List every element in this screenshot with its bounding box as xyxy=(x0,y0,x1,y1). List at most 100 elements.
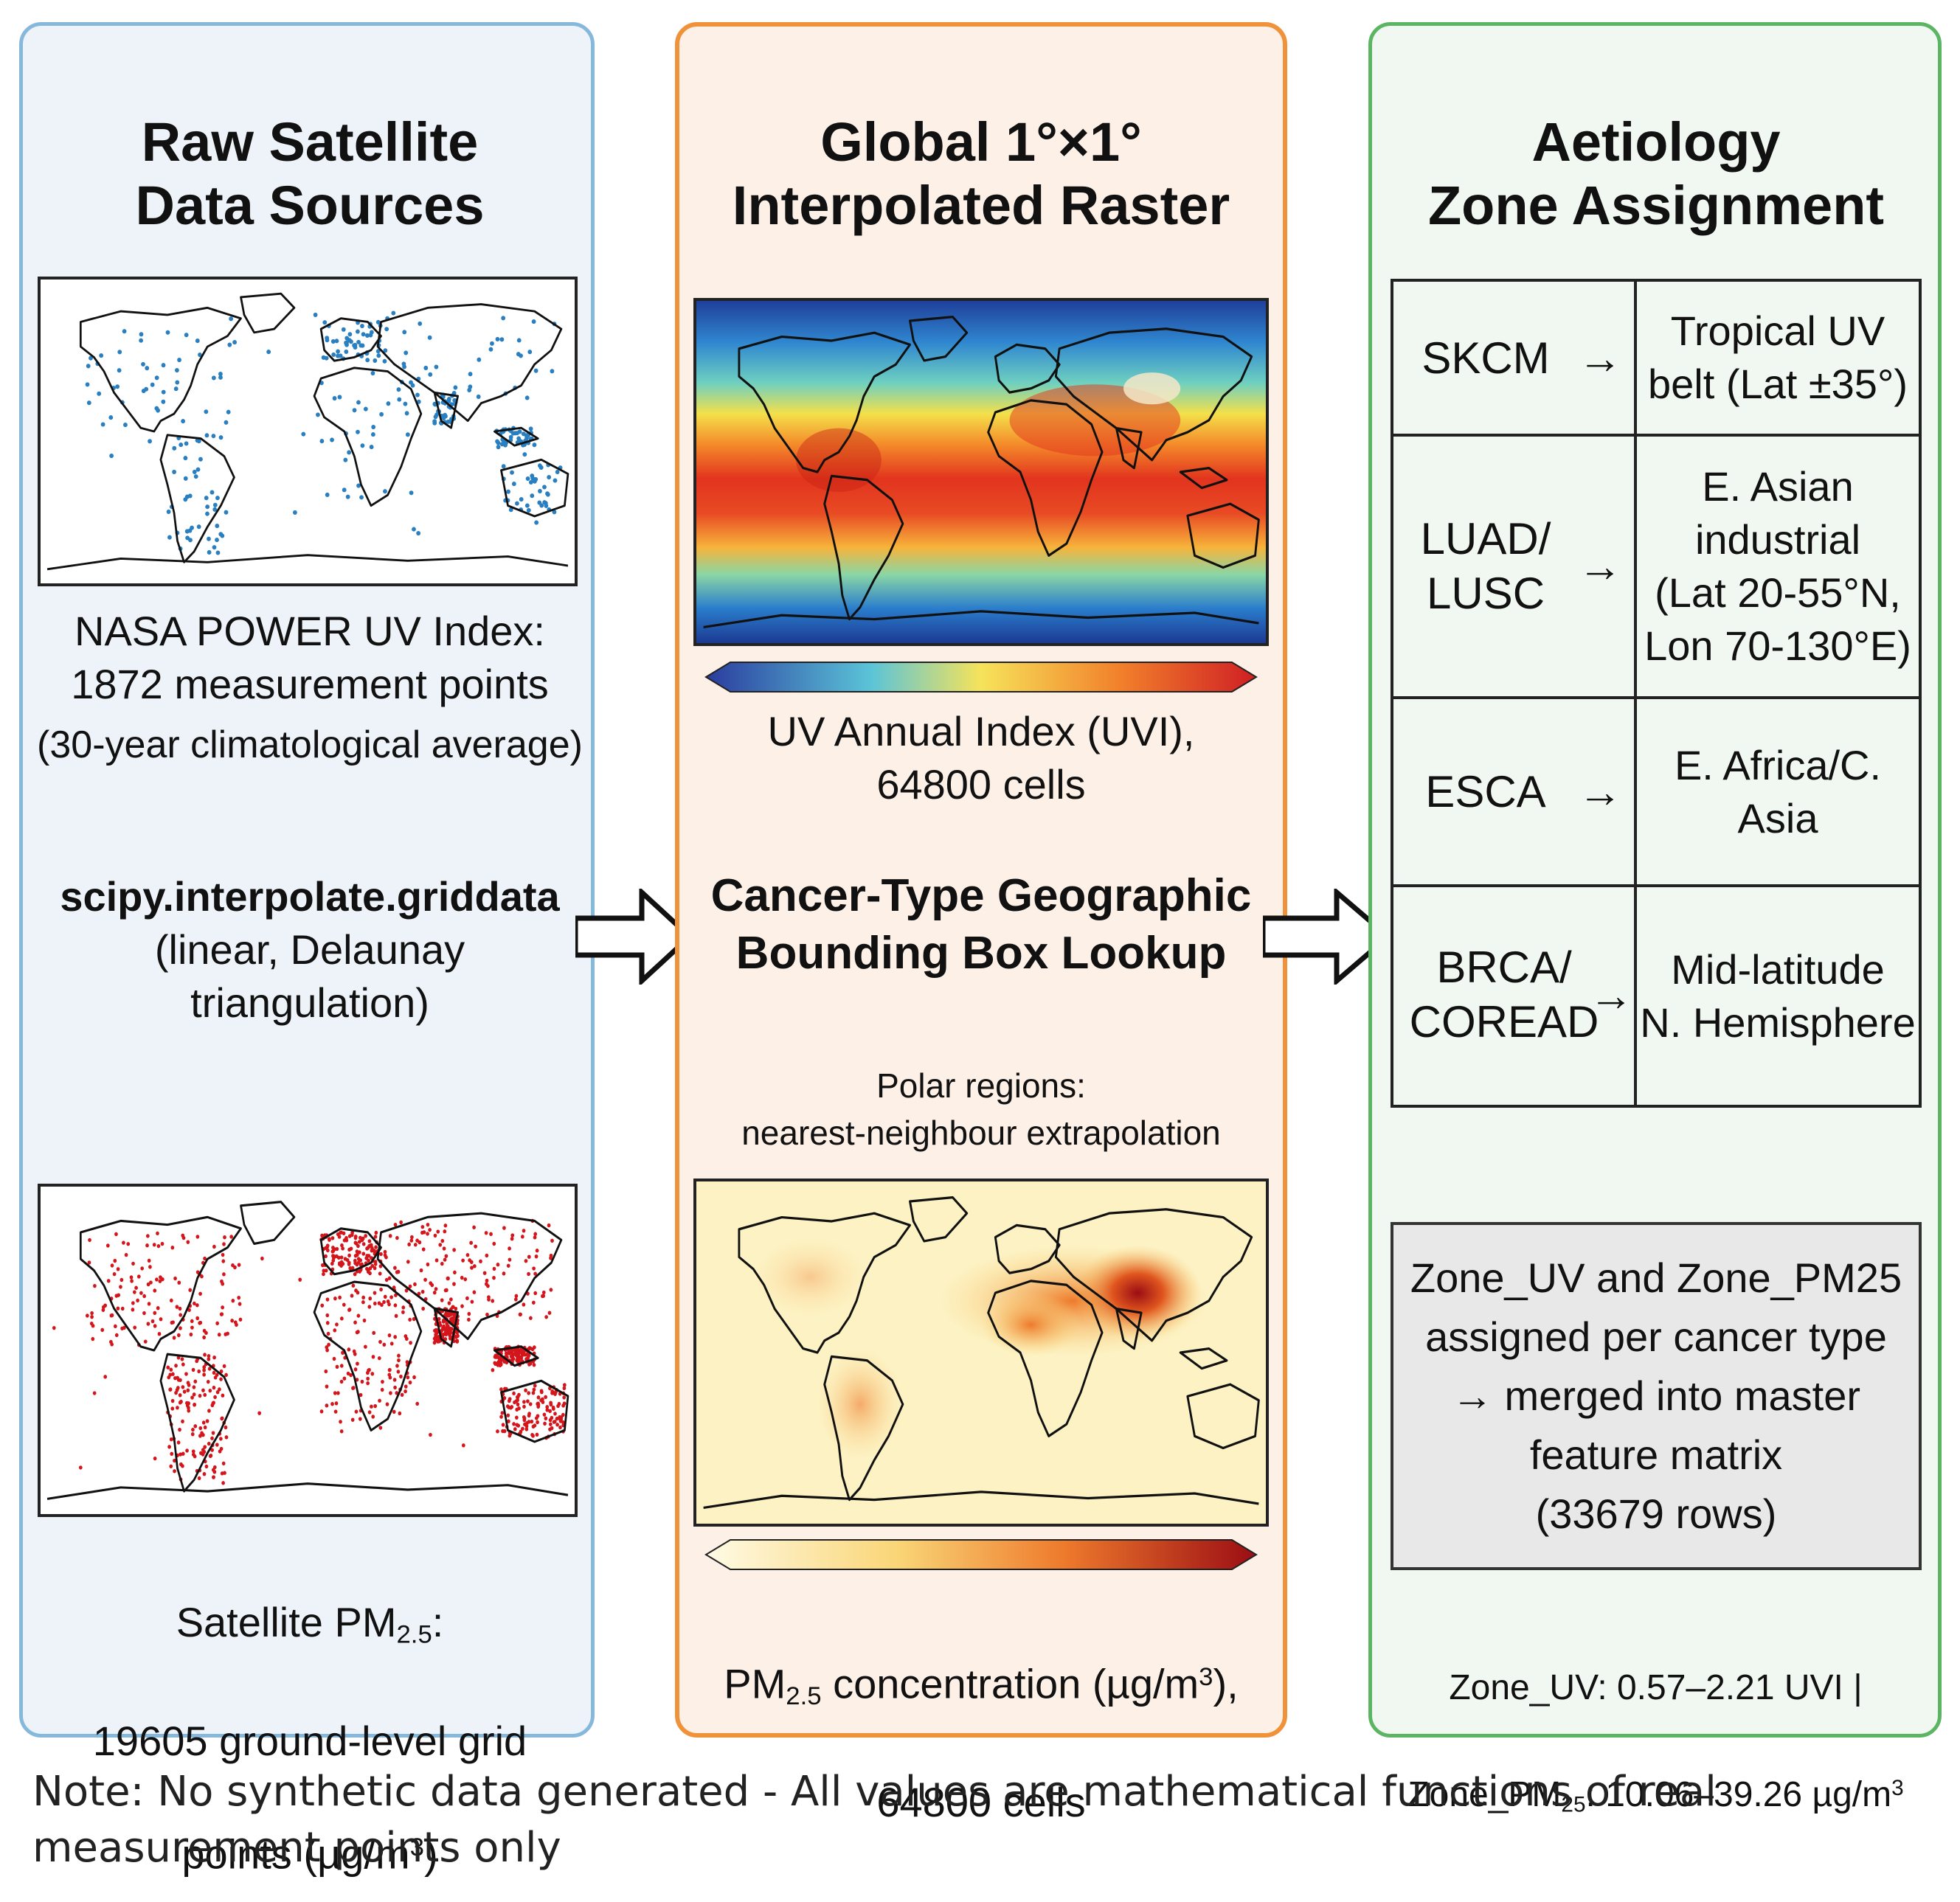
measurement-point xyxy=(347,1347,351,1352)
measurement-point xyxy=(528,479,533,485)
measurement-point xyxy=(352,1349,356,1354)
measurement-point xyxy=(356,429,360,434)
measurement-point xyxy=(174,1364,178,1368)
measurement-point xyxy=(452,398,457,403)
measurement-point xyxy=(535,1249,539,1253)
measurement-point xyxy=(365,1266,369,1271)
measurement-point xyxy=(506,489,510,494)
measurement-point xyxy=(52,1325,56,1330)
measurement-point xyxy=(133,1325,137,1330)
measurement-point xyxy=(387,1333,392,1338)
measurement-point xyxy=(189,1332,193,1337)
measurement-point xyxy=(141,361,145,367)
measurement-point xyxy=(557,1401,561,1406)
measurement-point xyxy=(341,327,346,332)
zone-ranges: Zone_UV: 0.57–2.21 UVI | Zone_PM25: 10.0… xyxy=(1407,1668,1904,1817)
measurement-point xyxy=(200,1274,204,1279)
measurement-point xyxy=(433,1233,437,1238)
measurement-point xyxy=(427,335,432,340)
measurement-point xyxy=(515,1349,519,1353)
measurement-point xyxy=(382,1342,387,1347)
measurement-point xyxy=(187,1401,190,1406)
measurement-point xyxy=(321,1263,325,1268)
measurement-point xyxy=(506,1263,510,1268)
measurement-point xyxy=(531,319,536,324)
measurement-point xyxy=(392,1409,396,1415)
measurement-point xyxy=(367,1239,372,1243)
measurement-point xyxy=(174,1390,178,1395)
measurement-point xyxy=(343,1257,347,1261)
measurement-point xyxy=(432,420,437,426)
measurement-point xyxy=(410,1235,414,1240)
measurement-point xyxy=(450,1327,454,1331)
measurement-point xyxy=(181,1419,184,1424)
measurement-point xyxy=(207,536,211,541)
measurement-point xyxy=(342,1376,347,1381)
zone-region: E. Asian industrial (Lat 20-55°N, Lon 70… xyxy=(1644,463,1911,669)
measurement-point xyxy=(549,1288,553,1292)
measurement-point xyxy=(195,467,201,472)
measurement-point xyxy=(365,1246,369,1251)
measurement-point xyxy=(437,1316,441,1322)
measurement-point xyxy=(472,1264,477,1268)
measurement-point xyxy=(177,357,181,363)
measurement-point xyxy=(206,1379,210,1384)
measurement-point xyxy=(536,1401,540,1406)
measurement-point xyxy=(522,1400,526,1404)
measurement-point xyxy=(181,1362,185,1367)
measurement-point xyxy=(529,1316,533,1320)
measurement-point xyxy=(170,1246,175,1250)
measurement-point xyxy=(171,1372,175,1376)
measurement-point xyxy=(485,1312,489,1317)
measurement-point xyxy=(230,1319,234,1323)
measurement-point xyxy=(85,382,90,387)
measurement-point xyxy=(325,1297,330,1302)
measurement-point xyxy=(207,1441,211,1446)
measurement-point xyxy=(324,1268,328,1273)
measurement-point xyxy=(388,1234,392,1238)
measurement-point xyxy=(176,1356,181,1360)
measurement-point xyxy=(527,1391,530,1395)
measurement-point xyxy=(399,1374,403,1379)
measurement-point xyxy=(379,412,384,417)
measurement-point xyxy=(227,342,232,347)
measurement-point xyxy=(393,1303,398,1308)
measurement-point xyxy=(168,1387,173,1392)
measurement-point xyxy=(231,1298,235,1303)
measurement-point xyxy=(351,1283,356,1288)
measurement-point xyxy=(526,1399,530,1403)
measurement-point xyxy=(346,1371,350,1376)
measurement-point xyxy=(167,535,172,540)
flow-arrow-1 xyxy=(575,889,693,985)
measurement-point xyxy=(325,338,330,343)
measurement-point xyxy=(358,1269,361,1274)
measurement-point xyxy=(415,1238,419,1243)
measurement-point xyxy=(550,1391,554,1395)
measurement-point xyxy=(496,1263,500,1267)
measurement-point xyxy=(443,1326,447,1331)
measurement-point xyxy=(387,1372,392,1377)
measurement-point xyxy=(397,1358,401,1363)
raster-panel-title: Global 1°×1° Interpolated Raster xyxy=(732,111,1230,236)
measurement-point xyxy=(337,1262,342,1266)
raw-panel-title: Raw Satellite Data Sources xyxy=(135,111,485,236)
measurement-point xyxy=(469,1240,473,1245)
measurement-point xyxy=(522,1404,526,1409)
measurement-point xyxy=(522,1302,526,1307)
measurement-point xyxy=(501,316,506,321)
measurement-point xyxy=(322,320,328,325)
measurement-point xyxy=(330,339,336,344)
measurement-point xyxy=(401,1310,405,1314)
measurement-point xyxy=(221,1259,226,1263)
measurement-point xyxy=(521,1426,524,1431)
measurement-point xyxy=(327,1237,331,1241)
measurement-point xyxy=(552,1420,556,1424)
measurement-point xyxy=(562,1386,567,1391)
measurement-point xyxy=(172,469,176,474)
measurement-point xyxy=(183,476,188,481)
measurement-point xyxy=(434,1338,437,1343)
measurement-point xyxy=(221,1393,225,1398)
measurement-point xyxy=(166,509,171,515)
measurement-point xyxy=(472,1290,477,1294)
measurement-point xyxy=(203,1425,207,1430)
